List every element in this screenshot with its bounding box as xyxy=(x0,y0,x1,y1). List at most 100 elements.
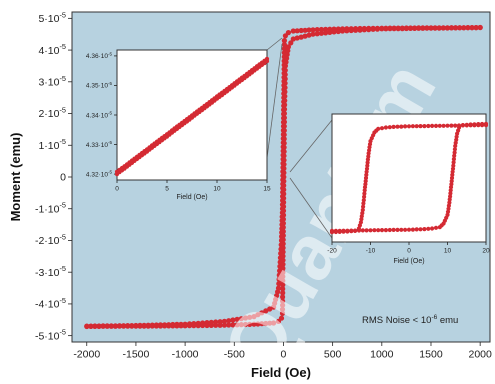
data-point xyxy=(282,72,288,78)
data-point xyxy=(281,153,287,159)
data-point xyxy=(281,178,287,184)
data-point xyxy=(217,322,223,328)
data-point xyxy=(403,227,408,232)
data-point xyxy=(403,25,409,32)
data-point xyxy=(282,80,288,86)
data-point xyxy=(226,322,232,328)
data-point xyxy=(329,230,335,235)
data-point xyxy=(96,323,102,329)
data-point xyxy=(476,123,481,128)
data-point xyxy=(153,323,159,329)
data-point xyxy=(282,67,288,73)
data-point xyxy=(469,25,475,31)
data-point xyxy=(365,160,370,165)
data-point xyxy=(280,241,286,247)
x-tick-label: -20 xyxy=(327,248,337,255)
data-point xyxy=(162,323,168,329)
data-point xyxy=(410,124,415,129)
y-tick-label: 2·10-5 xyxy=(38,105,66,120)
data-point xyxy=(360,207,365,213)
data-point xyxy=(395,227,400,232)
data-point xyxy=(280,228,286,235)
data-point xyxy=(191,323,197,329)
y-tick-exponent: -5 xyxy=(59,105,66,114)
x-tick-label: 5 xyxy=(165,186,169,193)
data-point xyxy=(395,26,401,32)
data-point xyxy=(280,265,286,271)
data-point xyxy=(359,217,364,222)
x-tick-label: 1000 xyxy=(370,349,394,361)
data-point xyxy=(361,27,367,33)
data-point xyxy=(280,204,287,210)
data-point xyxy=(447,200,452,205)
data-point xyxy=(145,323,151,329)
data-point xyxy=(430,123,435,128)
data-point xyxy=(446,203,451,208)
rms-noise-unit: emu xyxy=(437,315,458,326)
data-point xyxy=(410,227,415,232)
inset2-axes: -20 -10 0 10 20 xyxy=(327,242,490,255)
y-tick-exponent: -5 xyxy=(59,137,66,146)
data-point xyxy=(383,125,388,130)
data-point xyxy=(217,319,223,325)
data-point xyxy=(333,229,338,235)
data-point xyxy=(383,228,388,233)
data-point xyxy=(302,27,308,33)
data-point xyxy=(370,26,376,32)
data-point xyxy=(314,27,320,33)
data-point xyxy=(281,106,288,112)
data-point xyxy=(280,233,286,239)
data-point xyxy=(306,32,312,38)
data-point xyxy=(121,323,127,329)
data-point xyxy=(428,25,434,31)
y-tick-label: -3·10-5 xyxy=(35,264,66,279)
y-tick-mantissa: 4·10 xyxy=(38,45,59,57)
data-point xyxy=(453,143,458,149)
data-point xyxy=(267,320,273,326)
data-point xyxy=(399,227,404,232)
data-point xyxy=(374,26,380,32)
x-tick-label: 15 xyxy=(263,186,271,193)
connector-right-top xyxy=(289,119,333,173)
data-point xyxy=(242,315,249,321)
data-point xyxy=(280,286,286,292)
data-point xyxy=(275,318,282,324)
data-point xyxy=(412,25,418,31)
data-point xyxy=(465,25,471,31)
data-point xyxy=(353,27,359,33)
y-tick-label: -2·10-5 xyxy=(35,232,66,247)
rms-noise-text: RMS Noise < 10 xyxy=(362,315,431,326)
data-point xyxy=(444,25,450,31)
data-point xyxy=(281,38,287,44)
y-tick-exponent: -5 xyxy=(59,296,66,305)
data-point xyxy=(234,322,240,328)
data-point xyxy=(281,149,287,155)
data-point xyxy=(238,322,244,328)
data-point xyxy=(445,212,450,217)
data-point xyxy=(133,323,139,329)
inset2-series-layer xyxy=(329,121,489,235)
data-point xyxy=(281,157,287,163)
y-tick-exponent: -5 xyxy=(59,232,66,241)
data-point xyxy=(281,165,287,172)
data-point xyxy=(362,194,367,199)
data-point xyxy=(449,123,454,128)
x-tick-label: 2000 xyxy=(468,349,492,361)
data-point xyxy=(363,179,368,184)
data-point xyxy=(251,314,257,320)
data-point xyxy=(310,27,316,33)
data-point xyxy=(290,28,296,34)
data-point xyxy=(453,140,458,145)
rms-noise-annotation: RMS Noise < 10-6 emu xyxy=(362,314,458,326)
y-tick-label: 4.36·10-5 xyxy=(86,51,113,60)
data-point xyxy=(360,211,365,216)
y-tick-exponent: -5 xyxy=(59,10,66,19)
data-point xyxy=(424,25,430,31)
data-point xyxy=(387,125,392,130)
data-point xyxy=(302,33,308,39)
data-point xyxy=(314,31,320,37)
data-point xyxy=(104,323,110,329)
data-point xyxy=(344,28,350,34)
x-tick-label: -1500 xyxy=(122,349,149,361)
data-point xyxy=(335,28,341,35)
